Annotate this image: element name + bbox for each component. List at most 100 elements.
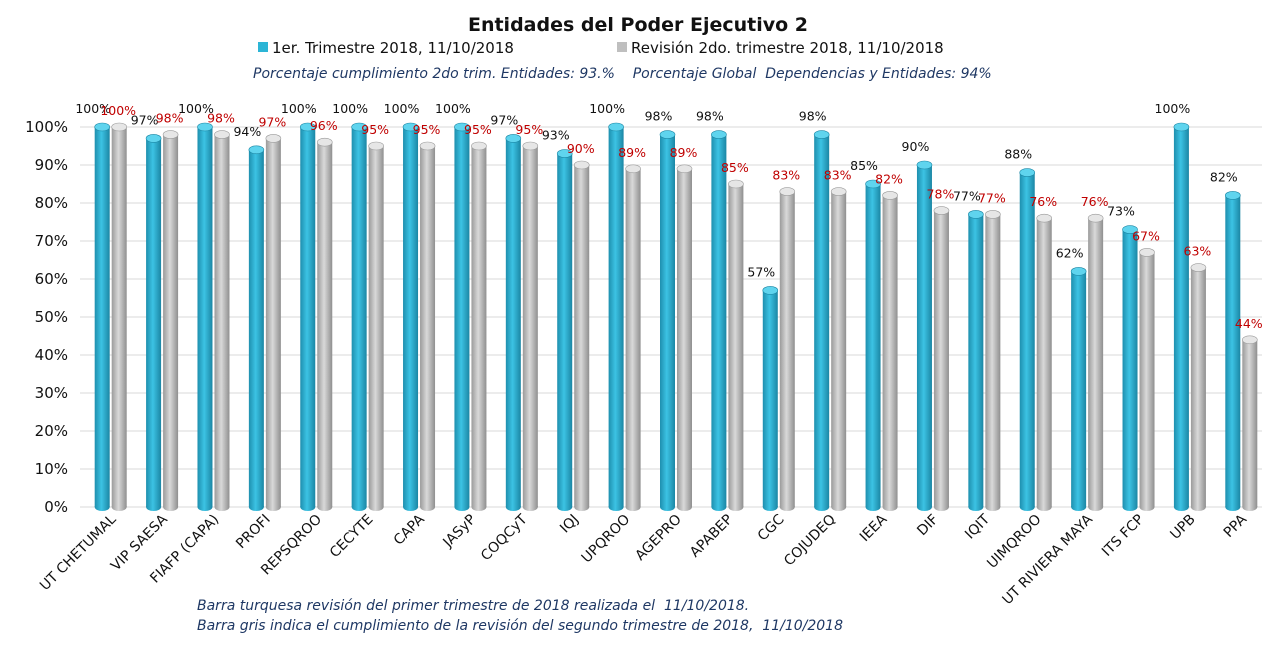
bar-series-2 <box>882 191 898 511</box>
bar-top <box>1087 213 1104 223</box>
data-label-series-2: 78% <box>927 187 955 202</box>
data-label-series-2: 95% <box>361 122 389 137</box>
bar-body <box>471 146 487 507</box>
bar-base <box>1139 503 1155 511</box>
bar-top <box>933 206 950 215</box>
bar-body <box>985 214 1001 507</box>
category-label: PPA <box>1221 511 1251 541</box>
bar-top <box>1070 267 1087 276</box>
bar-body <box>368 146 384 507</box>
note-line-2: Barra gris indica el cumplimiento de la … <box>197 618 843 634</box>
bar-top <box>968 210 984 219</box>
bar-base <box>916 503 932 511</box>
bar-top <box>368 141 384 151</box>
chart-title: Entidades del Poder Ejecutivo 2 <box>468 14 808 36</box>
bar-series-2 <box>728 179 744 511</box>
bar-base <box>265 503 281 511</box>
bar-body <box>351 127 367 507</box>
bar-base <box>1088 503 1104 511</box>
bar-series-1 <box>1173 122 1190 511</box>
bar-series-2 <box>573 160 590 511</box>
data-label-series-2: 95% <box>413 122 441 137</box>
legend-swatch-series-2 <box>617 42 627 52</box>
data-label-series-1: 100% <box>75 101 111 116</box>
bar-body <box>265 138 281 507</box>
bar-top <box>573 160 590 170</box>
y-axis-ticks: 0% 10% 20% 30% 40% 50% 60% 70% 80% 90% 100% <box>25 118 68 516</box>
y-tick-label: 10% <box>35 460 68 478</box>
data-label-series-1: 98% <box>799 109 827 124</box>
bar-series-1 <box>916 160 933 511</box>
bar-series-1 <box>505 134 522 511</box>
category-label: COJUDEQ <box>781 512 839 570</box>
bar-body <box>916 165 932 507</box>
bar-series-1 <box>94 122 110 511</box>
bar-series-2 <box>1139 248 1155 511</box>
bar-series-2 <box>1087 213 1104 511</box>
bar-series-2 <box>111 122 127 511</box>
bar-series-2 <box>779 187 796 511</box>
bar-base <box>557 503 573 511</box>
category-label: UT RIVIERA MAYA <box>999 511 1096 608</box>
bar-top <box>659 130 676 139</box>
bar-base <box>420 503 436 511</box>
bar-series-1 <box>968 210 984 511</box>
data-label-series-2: 77% <box>978 190 1006 205</box>
data-label-series-2: 83% <box>772 168 800 183</box>
legend: 1er. Trimestre 2018, 11/10/2018 Revisión… <box>258 39 944 57</box>
bar-body <box>94 127 110 507</box>
bar-body <box>865 184 881 507</box>
bar-body <box>454 127 470 507</box>
bar-series-2 <box>265 134 282 511</box>
data-label-series-2: 44% <box>1235 316 1263 331</box>
data-label-series-1: 98% <box>645 109 673 124</box>
bar-body <box>814 134 830 507</box>
category-label: UPQROO <box>579 512 634 567</box>
data-labels: 100%100%97%98%100%98%94%97%100%96%100%95… <box>75 101 1262 331</box>
bar-base <box>522 503 538 511</box>
bar-body <box>779 191 795 507</box>
bar-body <box>300 127 316 507</box>
bar-base <box>1071 503 1087 511</box>
data-label-series-2: 83% <box>824 168 852 183</box>
y-tick-label: 100% <box>25 118 68 136</box>
bar-base <box>351 503 367 511</box>
category-label: ITS FCP <box>1099 512 1147 560</box>
bar-top <box>111 122 127 132</box>
bar-base <box>660 503 675 511</box>
bar-top <box>830 187 847 196</box>
bar-top <box>882 191 898 200</box>
bar-top <box>505 134 522 143</box>
data-label-series-2: 67% <box>1132 228 1160 243</box>
bar-base <box>1122 503 1138 511</box>
chart-subtitle: Porcentaje cumplimiento 2do trim. Entida… <box>253 66 992 82</box>
y-tick-label: 60% <box>35 270 68 288</box>
bar-series-1 <box>197 122 213 511</box>
data-label-series-2: 76% <box>1029 194 1057 209</box>
bar-body <box>1173 127 1189 507</box>
bar-series-2 <box>1036 213 1053 511</box>
category-label: UPB <box>1167 512 1198 543</box>
bar-base <box>882 503 898 511</box>
data-label-series-2: 95% <box>515 122 543 137</box>
bar-base <box>505 503 521 511</box>
y-tick-label: 20% <box>35 422 68 440</box>
data-label-series-1: 100% <box>178 101 214 116</box>
category-label: AGEPRO <box>632 512 684 564</box>
y-tick-label: 50% <box>35 308 68 326</box>
category-label: UT CHETUMAL <box>37 511 120 594</box>
bar-base <box>711 503 727 511</box>
bar-body <box>1139 252 1155 507</box>
bar-base <box>146 503 162 511</box>
category-label: IQJ <box>557 512 582 537</box>
bar-series-1 <box>248 145 265 511</box>
bar-series-2 <box>162 130 179 511</box>
bar-series-2 <box>933 206 950 511</box>
bar-body <box>214 134 230 507</box>
bar-base <box>762 503 778 511</box>
bar-body <box>1190 267 1206 507</box>
data-label-series-2: 63% <box>1184 244 1212 259</box>
bar-top <box>676 164 693 174</box>
